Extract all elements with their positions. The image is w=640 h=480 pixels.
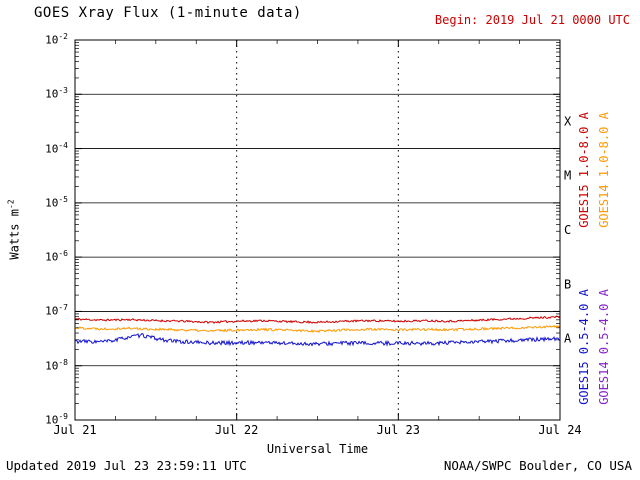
x-tick-label-jul21: Jul 21 bbox=[53, 423, 97, 437]
legend-goes15-short: GOES15 0.5-4.0 A bbox=[577, 289, 591, 405]
y-tick-label: 10-4 bbox=[45, 140, 68, 156]
series-trace-1 bbox=[74, 324, 561, 334]
x-tick-label-jul22: Jul 22 bbox=[214, 423, 259, 437]
flare-class-letter: X bbox=[564, 114, 572, 128]
updated-timestamp: Updated 2019 Jul 23 23:59:11 UTC bbox=[6, 458, 247, 473]
begin-label: Begin: 2019 Jul 21 0000 UTC bbox=[434, 13, 630, 27]
y-tick-label: 10-7 bbox=[45, 303, 68, 319]
y-tick-label: 10-2 bbox=[45, 32, 68, 47]
x-axis-label: Universal Time bbox=[266, 442, 369, 456]
source-credit: NOAA/SWPC Boulder, CO USA bbox=[443, 458, 632, 473]
flare-class-letter: A bbox=[564, 332, 572, 346]
plot-border bbox=[74, 39, 561, 421]
y-tick-label: 10-8 bbox=[45, 357, 68, 373]
series-trace-2 bbox=[74, 332, 561, 347]
chart-title: GOES Xray Flux (1-minute data) bbox=[34, 5, 302, 21]
y-tick-label: 10-5 bbox=[45, 194, 68, 210]
y-tick-label: 10-6 bbox=[45, 249, 68, 264]
flare-class-letter: B bbox=[564, 277, 571, 291]
legend-goes14-long: GOES14 1.0-8.0 A bbox=[597, 112, 611, 228]
flare-class-letter: M bbox=[564, 169, 571, 183]
y-tick-label: 10-9 bbox=[45, 412, 68, 427]
legend-goes14-short: GOES14 0.5-4.0 A bbox=[597, 289, 611, 405]
x-tick-label-jul23: Jul 23 bbox=[376, 423, 420, 437]
flare-class-letter: C bbox=[564, 223, 571, 237]
legend-goes15-long: GOES15 1.0-8.0 A bbox=[577, 112, 591, 228]
x-tick-label-jul24: Jul 24 bbox=[538, 423, 582, 437]
series-trace-0 bbox=[75, 315, 561, 324]
y-tick-label: 10-3 bbox=[45, 86, 68, 101]
